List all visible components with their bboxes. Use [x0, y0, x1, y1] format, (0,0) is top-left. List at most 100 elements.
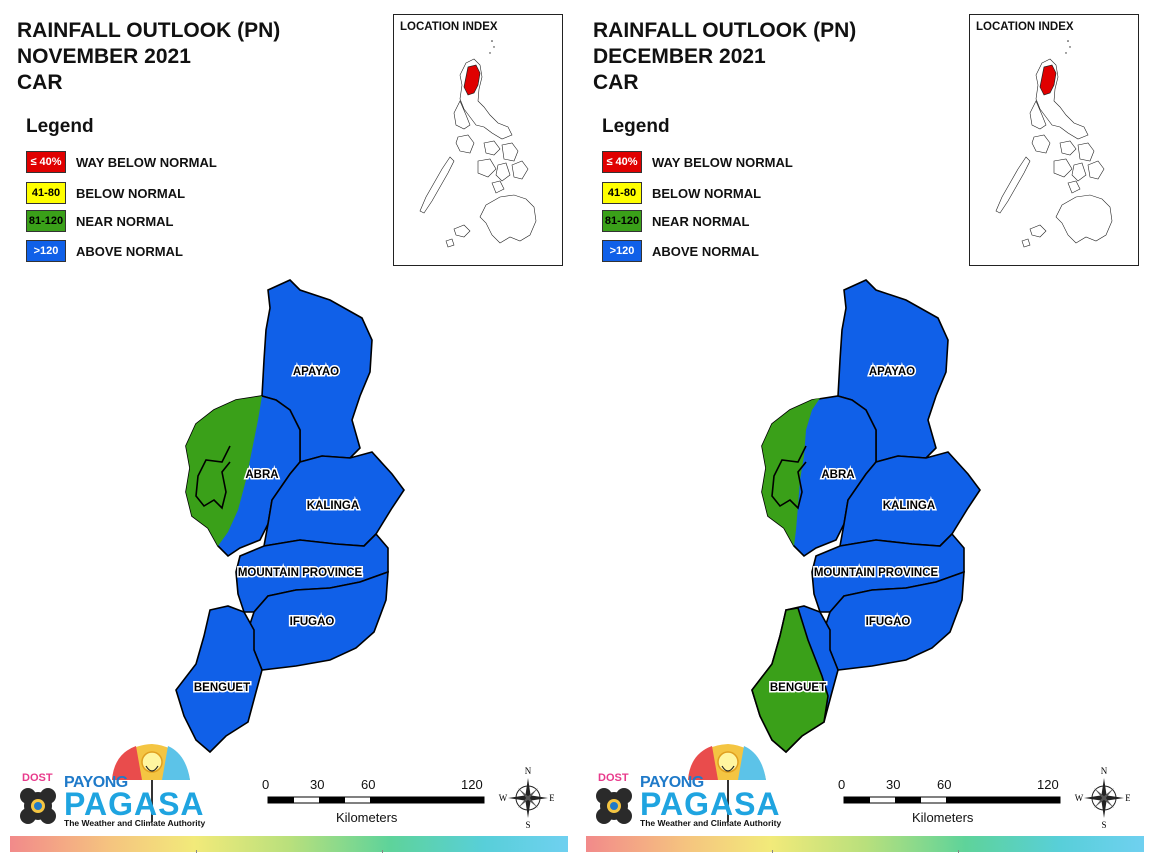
philippines-outline-map — [419, 40, 537, 248]
location-index-inset: LOCATION INDEX — [969, 14, 1139, 266]
label-kalinga: KALINGA — [883, 500, 935, 512]
legend-label: WAY BELOW NORMAL — [652, 154, 793, 170]
legend-label: WAY BELOW NORMAL — [76, 154, 217, 170]
scale-tick-30: 30 — [310, 777, 325, 792]
logo-dost-text: DOST — [598, 772, 629, 784]
legend-label: NEAR NORMAL — [76, 213, 174, 229]
compass-s: S — [525, 820, 530, 830]
car-highlight — [463, 64, 481, 96]
legend-item-above-normal: >120 ABOVE NORMAL — [26, 239, 183, 263]
legend-item-above-normal: >120 ABOVE NORMAL — [602, 239, 759, 263]
location-index-title: LOCATION INDEX — [400, 21, 498, 33]
scale-bar: 0 30 60 120 Kilometers — [262, 777, 492, 827]
scale-bar: 0 30 60 120 Kilometers — [838, 777, 1068, 827]
legend-item-way-below-normal: ≤ 40% WAY BELOW NORMAL — [26, 150, 217, 174]
compass-e: E — [1125, 793, 1130, 803]
legend-swatch: >120 — [26, 240, 66, 262]
scale-tick-60: 60 — [361, 777, 376, 792]
location-index-inset: LOCATION INDEX — [393, 14, 563, 266]
province-benguet — [175, 605, 263, 754]
car-highlight — [1039, 64, 1057, 96]
label-mountain-province: MOUNTAIN PROVINCE — [814, 567, 939, 579]
legend-swatch: 81-120 — [602, 210, 642, 232]
logo-pagasa-text: PAGASA — [640, 786, 781, 822]
scale-units: Kilometers — [912, 810, 974, 825]
legend-label: NEAR NORMAL — [652, 213, 750, 229]
label-abra: ABRA — [245, 469, 278, 481]
label-kalinga: KALINGA — [307, 500, 359, 512]
title-line-3: CAR — [17, 71, 63, 94]
legend-swatch: ≤ 40% — [602, 151, 642, 173]
label-mountain-province: MOUNTAIN PROVINCE — [238, 567, 363, 579]
legend-swatch: >120 — [602, 240, 642, 262]
scale-bar-graphic — [267, 796, 485, 804]
scale-tick-120: 120 — [461, 777, 483, 792]
title-line-1: RAINFALL OUTLOOK (PN) — [17, 19, 281, 42]
legend-code: 81-120 — [604, 215, 640, 227]
logo-payong-text: PAYONG — [640, 774, 704, 791]
umbrella-logo-icon — [596, 744, 766, 824]
scale-tick-0: 0 — [838, 777, 846, 792]
umbrella-logo-icon — [20, 744, 190, 824]
legend-swatch: ≤ 40% — [26, 151, 66, 173]
legend-code: 41-80 — [607, 187, 637, 199]
scale-units: Kilometers — [336, 810, 398, 825]
legend-label: ABOVE NORMAL — [76, 243, 183, 259]
label-benguet: BENGUET — [770, 682, 826, 694]
payong-pagasa-logo: DOST PAYONG PAGASA The Weather and Clima… — [592, 740, 781, 835]
logo-tagline: The Weather and Climate Authority — [640, 818, 782, 828]
north-arrow: N S E W — [1074, 766, 1132, 830]
label-benguet: BENGUET — [194, 682, 250, 694]
legend-swatch: 81-120 — [26, 210, 66, 232]
label-apayao: APAYAO — [869, 366, 915, 378]
scale-tick-0: 0 — [262, 777, 270, 792]
legend-swatch: 41-80 — [26, 182, 66, 204]
title-line-2: DECEMBER 2021 — [593, 45, 766, 68]
logo-tagline: The Weather and Climate Authority — [64, 818, 206, 828]
legend-item-below-normal: 41-80 BELOW NORMAL — [602, 181, 761, 205]
legend-label: BELOW NORMAL — [652, 185, 762, 201]
legend-label: BELOW NORMAL — [76, 185, 186, 201]
logo-payong-text: PAYONG — [64, 774, 128, 791]
philippines-outline-map — [995, 40, 1113, 248]
label-ifugao: IFUGAO — [290, 616, 335, 628]
abra-district-line — [195, 445, 231, 510]
legend-code: >120 — [609, 245, 635, 257]
legend-code: 81-120 — [28, 215, 64, 227]
logo-dost-text: DOST — [22, 772, 53, 784]
north-arrow: N S E W — [498, 766, 556, 830]
compass-rose-icon: N S E W — [499, 766, 556, 830]
label-apayao: APAYAO — [293, 366, 339, 378]
location-index-title: LOCATION INDEX — [976, 21, 1074, 33]
compass-w: W — [1075, 793, 1084, 803]
compass-rose-icon: N S E W — [1075, 766, 1132, 830]
footer-gradient-bar — [586, 836, 1144, 853]
scale-bar-graphic — [843, 796, 1061, 804]
abra-district-line — [771, 445, 807, 510]
scale-tick-30: 30 — [886, 777, 901, 792]
map-title: RAINFALL OUTLOOK (PN) DECEMBER 2021 CAR — [593, 18, 856, 96]
outlook-panel-november: RAINFALL OUTLOOK (PN) NOVEMBER 2021 CAR … — [10, 14, 568, 853]
logo-pagasa-text: PAGASA — [64, 786, 205, 822]
legend-swatch: 41-80 — [602, 182, 642, 204]
label-ifugao: IFUGAO — [866, 616, 911, 628]
car-province-map: APAYAO ABRA KALINGA MOUNTAIN PROVINCE IF… — [175, 279, 405, 754]
abra-near-normal-zone — [762, 398, 820, 546]
compass-s: S — [1101, 820, 1106, 830]
label-abra: ABRA — [821, 469, 854, 481]
car-province-map: APAYAO ABRA KALINGA MOUNTAIN PROVINCE IF… — [751, 279, 981, 754]
legend-label: ABOVE NORMAL — [652, 243, 759, 259]
compass-n: N — [525, 766, 532, 776]
scale-tick-120: 120 — [1037, 777, 1059, 792]
title-line-1: RAINFALL OUTLOOK (PN) — [593, 19, 857, 42]
scale-tick-60: 60 — [937, 777, 952, 792]
legend-title: Legend — [602, 116, 670, 137]
legend-code: ≤ 40% — [606, 156, 638, 168]
legend-item-near-normal: 81-120 NEAR NORMAL — [602, 209, 750, 233]
legend-item-below-normal: 41-80 BELOW NORMAL — [26, 181, 185, 205]
title-line-2: NOVEMBER 2021 — [17, 45, 191, 68]
compass-e: E — [549, 793, 554, 803]
compass-n: N — [1101, 766, 1108, 776]
title-line-3: CAR — [593, 71, 639, 94]
benguet-near-normal-zone — [751, 607, 829, 754]
